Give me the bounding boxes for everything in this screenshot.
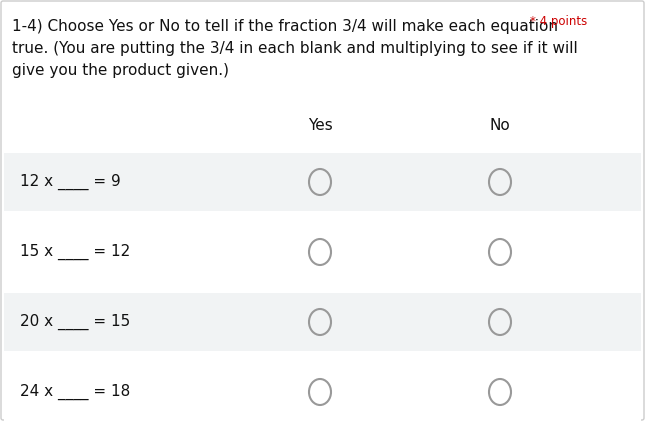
Text: give you the product given.): give you the product given.) — [12, 62, 229, 77]
Text: 12 x ____ = 9: 12 x ____ = 9 — [20, 174, 121, 190]
Text: 24 x ____ = 18: 24 x ____ = 18 — [20, 384, 130, 400]
Text: * 4 points: * 4 points — [530, 16, 587, 29]
FancyBboxPatch shape — [4, 153, 641, 211]
Text: 20 x ____ = 15: 20 x ____ = 15 — [20, 314, 130, 330]
FancyBboxPatch shape — [4, 363, 641, 421]
Text: 1-4) Choose Yes or No to tell if the fraction 3/4 will make each equation: 1-4) Choose Yes or No to tell if the fra… — [12, 19, 558, 34]
FancyBboxPatch shape — [4, 293, 641, 351]
Text: No: No — [490, 118, 510, 133]
FancyBboxPatch shape — [4, 223, 641, 281]
Text: true. (You are putting the 3/4 in each blank and multiplying to see if it will: true. (You are putting the 3/4 in each b… — [12, 40, 578, 56]
Text: Yes: Yes — [308, 118, 332, 133]
Text: 15 x ____ = 12: 15 x ____ = 12 — [20, 244, 130, 260]
